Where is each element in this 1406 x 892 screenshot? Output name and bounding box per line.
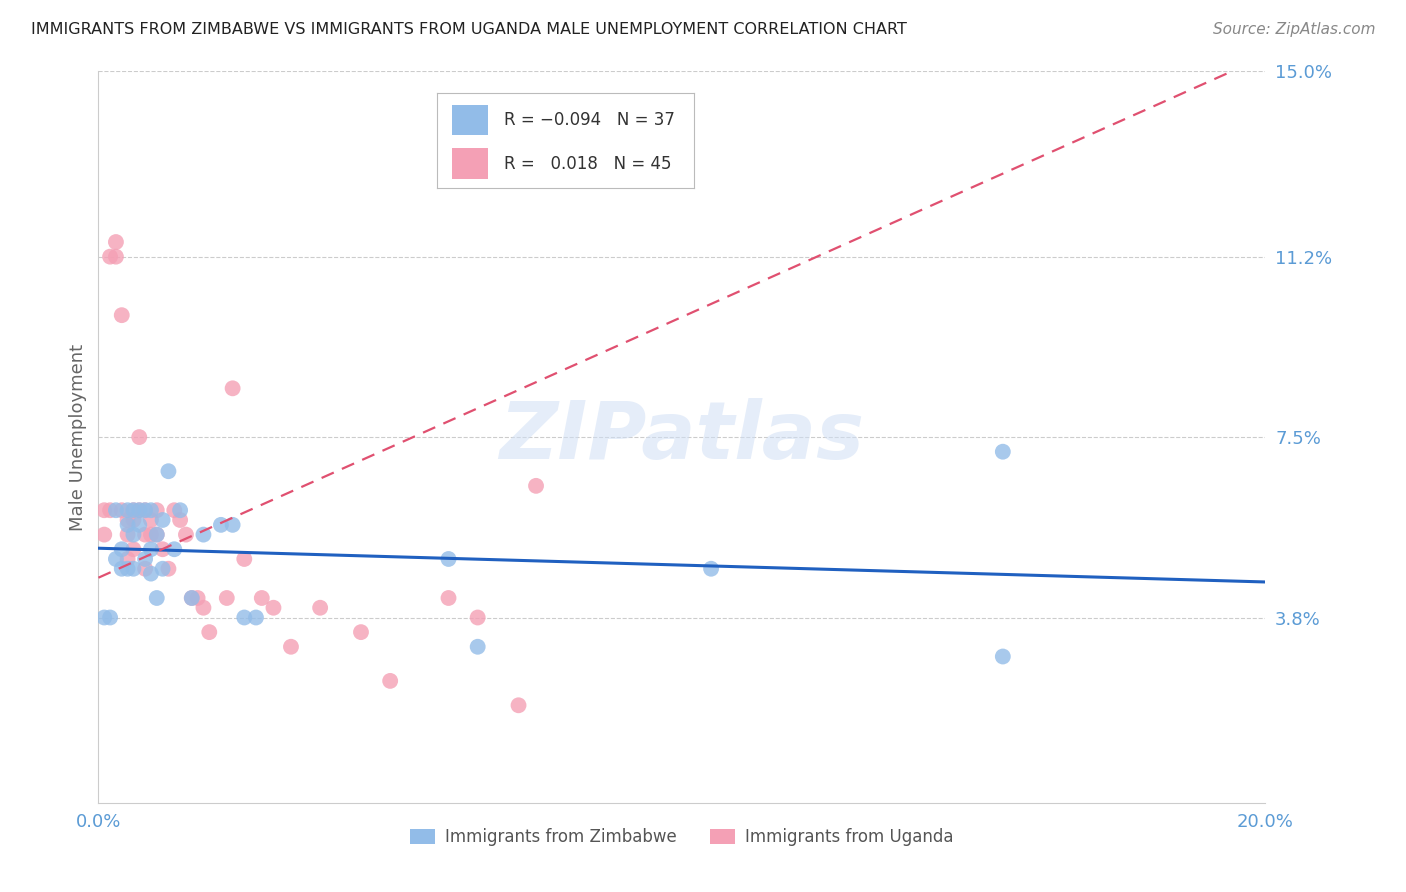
Point — [180, 591, 202, 605]
Point — [991, 444, 1014, 458]
Point — [122, 562, 145, 576]
Point — [117, 552, 139, 566]
Point — [169, 503, 191, 517]
Point — [437, 591, 460, 605]
Point — [991, 649, 1014, 664]
Point — [128, 517, 150, 532]
Point — [508, 698, 530, 713]
Point — [122, 503, 145, 517]
Point — [134, 552, 156, 566]
Point — [134, 527, 156, 541]
Point — [152, 562, 174, 576]
Point — [221, 517, 243, 532]
Point — [169, 513, 191, 527]
Point — [250, 591, 273, 605]
Point — [111, 308, 134, 322]
Point — [93, 610, 115, 624]
Point — [174, 527, 197, 541]
Point — [117, 527, 139, 541]
Point — [245, 610, 267, 624]
Y-axis label: Male Unemployment: Male Unemployment — [69, 343, 87, 531]
Point — [104, 235, 127, 249]
Point — [122, 513, 145, 527]
Point — [350, 625, 373, 640]
Point — [134, 562, 156, 576]
Point — [139, 503, 162, 517]
Text: IMMIGRANTS FROM ZIMBABWE VS IMMIGRANTS FROM UGANDA MALE UNEMPLOYMENT CORRELATION: IMMIGRANTS FROM ZIMBABWE VS IMMIGRANTS F… — [31, 22, 907, 37]
Point — [209, 517, 232, 532]
Point — [467, 640, 489, 654]
Point — [122, 542, 145, 557]
Point — [309, 600, 332, 615]
Text: Source: ZipAtlas.com: Source: ZipAtlas.com — [1212, 22, 1375, 37]
Point — [193, 600, 215, 615]
Point — [93, 503, 115, 517]
Point — [134, 503, 156, 517]
Point — [104, 552, 127, 566]
Point — [139, 527, 162, 541]
Point — [380, 673, 402, 688]
Point — [93, 527, 115, 541]
Point — [163, 542, 186, 557]
Point — [146, 503, 169, 517]
Point — [117, 503, 139, 517]
Point — [215, 591, 238, 605]
Point — [104, 250, 127, 264]
Point — [280, 640, 302, 654]
Point — [221, 381, 243, 395]
Point — [163, 503, 186, 517]
Point — [98, 250, 121, 264]
Point — [700, 562, 723, 576]
Point — [122, 503, 145, 517]
Point — [104, 503, 127, 517]
Point — [193, 527, 215, 541]
Point — [157, 464, 180, 478]
Point — [152, 542, 174, 557]
Point — [98, 610, 121, 624]
Point — [139, 566, 162, 581]
Point — [128, 503, 150, 517]
Point — [111, 503, 134, 517]
Point — [467, 610, 489, 624]
Point — [139, 513, 162, 527]
Point — [134, 503, 156, 517]
Point — [198, 625, 221, 640]
Point — [128, 430, 150, 444]
Point — [233, 610, 256, 624]
Point — [122, 527, 145, 541]
Legend: Immigrants from Zimbabwe, Immigrants from Uganda: Immigrants from Zimbabwe, Immigrants fro… — [404, 822, 960, 853]
Point — [117, 517, 139, 532]
Point — [98, 503, 121, 517]
Point — [146, 591, 169, 605]
Point — [117, 513, 139, 527]
Point — [157, 562, 180, 576]
Point — [111, 542, 134, 557]
Point — [117, 562, 139, 576]
Point — [146, 527, 169, 541]
Point — [233, 552, 256, 566]
Point — [524, 479, 547, 493]
Point — [111, 562, 134, 576]
Point — [437, 552, 460, 566]
Point — [139, 542, 162, 557]
Point — [152, 513, 174, 527]
Point — [180, 591, 202, 605]
Point — [146, 527, 169, 541]
Point — [187, 591, 209, 605]
Text: ZIPatlas: ZIPatlas — [499, 398, 865, 476]
Point — [262, 600, 284, 615]
Point — [128, 503, 150, 517]
